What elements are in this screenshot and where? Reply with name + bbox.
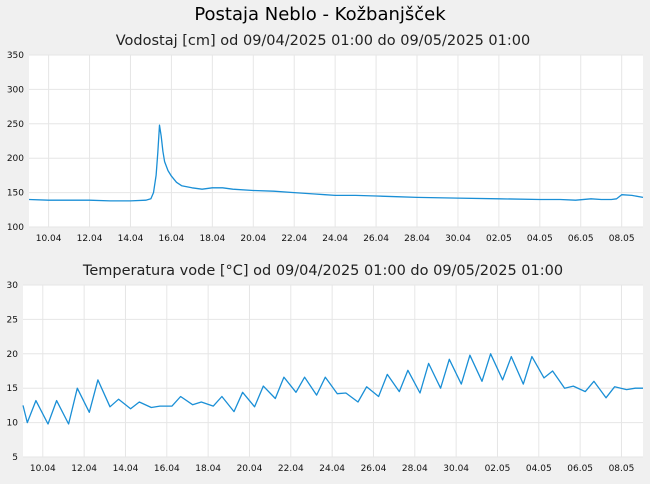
y-tick-label: 10: [7, 419, 19, 429]
x-tick-label: 26.04: [361, 464, 387, 474]
x-tick-label: 02.05: [485, 464, 511, 474]
x-tick-label: 26.04: [363, 234, 389, 244]
x-tick-label: 06.05: [567, 464, 593, 474]
y-tick-label: 200: [7, 154, 24, 164]
x-tick-label: 04.05: [526, 464, 552, 474]
x-tick-label: 10.04: [30, 464, 56, 474]
x-tick-label: 14.04: [118, 234, 144, 244]
y-tick-label: 250: [7, 120, 24, 130]
plot-area: [23, 285, 643, 457]
x-tick-label: 18.04: [199, 234, 225, 244]
x-tick-label: 28.04: [404, 234, 430, 244]
x-tick-label: 16.04: [154, 464, 180, 474]
y-tick-label: 30: [7, 281, 19, 291]
x-tick-label: 22.04: [281, 234, 307, 244]
x-tick-label: 08.05: [609, 464, 635, 474]
y-tick-label: 5: [12, 453, 18, 463]
x-tick-label: 30.04: [445, 234, 471, 244]
series-line: [22, 353, 643, 425]
x-tick-label: 20.04: [237, 464, 263, 474]
series-line: [28, 124, 644, 202]
y-tick-label: 20: [7, 350, 19, 360]
x-tick-label: 20.04: [240, 234, 266, 244]
x-tick-label: 28.04: [402, 464, 428, 474]
y-tick-label: 300: [7, 85, 24, 95]
x-tick-label: 22.04: [278, 464, 304, 474]
x-tick-label: 14.04: [113, 464, 139, 474]
chart-title-water-level: Vodostaj [cm] od 09/04/2025 01:00 do 09/…: [116, 33, 530, 49]
page-title: Postaja Neblo - Kožbanjšček: [194, 4, 446, 25]
x-tick-label: 04.05: [527, 234, 553, 244]
y-tick-label: 25: [7, 315, 18, 325]
y-tick-label: 350: [7, 51, 24, 61]
water-level-panel: 100 150 200 250 300 350 10.04 12.04 14.04 16.04 18…: [7, 51, 644, 244]
x-tick-label: 18.04: [195, 464, 221, 474]
x-tick-label: 24.04: [322, 234, 348, 244]
x-tick-label: 10.04: [36, 234, 62, 244]
x-tick-label: 12.04: [71, 464, 97, 474]
x-tick-label: 08.05: [609, 234, 635, 244]
y-tick-label: 150: [7, 189, 24, 199]
x-tick-label: 16.04: [159, 234, 185, 244]
x-tick-label: 12.04: [77, 234, 103, 244]
chart-title-water-temperature: Temperatura vode [°C] od 09/04/2025 01:0…: [82, 263, 563, 279]
x-tick-label: 06.05: [568, 234, 594, 244]
water-temperature-panel: 5 10 15 20 25 30 10.04 12.04 14.04 16.04 18.04 20.0…: [7, 281, 643, 474]
plot-area: [29, 55, 643, 227]
x-tick-label: 02.05: [486, 234, 512, 244]
x-tick-label: 24.04: [319, 464, 345, 474]
x-tick-label: 30.04: [443, 464, 469, 474]
y-tick-label: 15: [7, 384, 18, 394]
y-tick-label: 100: [7, 223, 24, 233]
